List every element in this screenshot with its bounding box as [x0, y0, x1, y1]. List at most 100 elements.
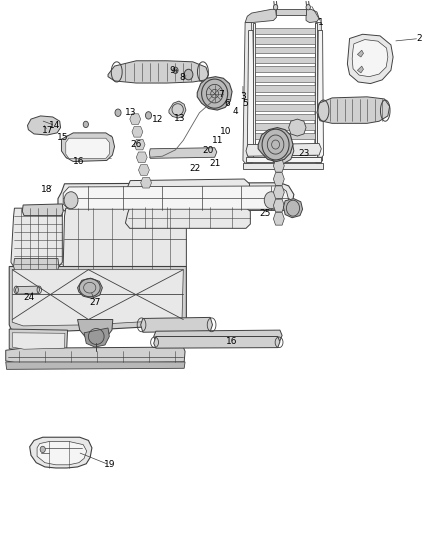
Polygon shape	[154, 330, 282, 342]
Text: 3: 3	[240, 92, 246, 101]
Text: 25: 25	[259, 209, 270, 218]
Text: 9: 9	[170, 66, 175, 75]
Polygon shape	[12, 270, 184, 326]
Polygon shape	[246, 157, 321, 162]
Polygon shape	[318, 30, 323, 157]
Text: 14: 14	[49, 121, 60, 130]
Polygon shape	[254, 28, 315, 34]
Polygon shape	[254, 133, 315, 139]
Polygon shape	[108, 61, 208, 83]
Text: 16: 16	[226, 337, 238, 346]
Text: 10: 10	[220, 127, 231, 136]
Circle shape	[184, 69, 193, 80]
Polygon shape	[22, 204, 63, 216]
Polygon shape	[254, 123, 315, 130]
Polygon shape	[347, 34, 393, 84]
Polygon shape	[268, 135, 294, 164]
Polygon shape	[78, 319, 113, 341]
Text: 18: 18	[41, 184, 53, 193]
Polygon shape	[134, 139, 145, 150]
Polygon shape	[37, 441, 87, 465]
Text: 26: 26	[131, 140, 142, 149]
Polygon shape	[273, 159, 284, 172]
Circle shape	[115, 109, 121, 116]
Polygon shape	[253, 22, 317, 157]
Polygon shape	[154, 336, 280, 348]
Circle shape	[40, 446, 46, 453]
Text: 20: 20	[202, 147, 214, 156]
Text: 6: 6	[224, 99, 230, 108]
Polygon shape	[276, 10, 306, 14]
Text: 8: 8	[179, 73, 185, 82]
Polygon shape	[12, 333, 65, 349]
Circle shape	[273, 5, 278, 10]
Polygon shape	[61, 133, 115, 161]
Text: 27: 27	[90, 298, 101, 307]
Text: 2: 2	[417, 34, 422, 43]
Polygon shape	[306, 10, 319, 22]
Circle shape	[306, 5, 311, 10]
Polygon shape	[289, 119, 306, 136]
Text: 11: 11	[212, 136, 224, 146]
Polygon shape	[273, 173, 284, 185]
Polygon shape	[254, 85, 315, 92]
Text: 17: 17	[42, 126, 54, 135]
Polygon shape	[6, 347, 185, 364]
Polygon shape	[66, 138, 110, 158]
Text: 19: 19	[103, 461, 115, 469]
Polygon shape	[58, 183, 294, 211]
Polygon shape	[357, 50, 364, 57]
Text: 1: 1	[318, 18, 324, 27]
Text: 13: 13	[174, 114, 186, 123]
Polygon shape	[254, 66, 315, 72]
Polygon shape	[141, 317, 212, 332]
Polygon shape	[357, 66, 364, 73]
Text: 7: 7	[218, 90, 224, 99]
Polygon shape	[136, 152, 147, 163]
Polygon shape	[130, 114, 141, 124]
Polygon shape	[9, 266, 186, 333]
Polygon shape	[169, 101, 186, 118]
Polygon shape	[273, 186, 284, 199]
Polygon shape	[254, 95, 315, 101]
Polygon shape	[125, 179, 250, 198]
Polygon shape	[6, 362, 185, 369]
Polygon shape	[283, 199, 303, 217]
Polygon shape	[254, 76, 315, 82]
Polygon shape	[30, 437, 92, 468]
Polygon shape	[317, 97, 390, 123]
Polygon shape	[254, 104, 315, 111]
Polygon shape	[15, 286, 40, 294]
Polygon shape	[141, 177, 152, 188]
Polygon shape	[352, 39, 388, 77]
Polygon shape	[254, 37, 315, 44]
Polygon shape	[315, 22, 322, 163]
Polygon shape	[254, 56, 315, 63]
Polygon shape	[125, 207, 251, 228]
Circle shape	[264, 192, 278, 209]
Polygon shape	[258, 127, 293, 161]
Polygon shape	[247, 30, 254, 157]
Text: 15: 15	[57, 133, 68, 142]
Text: 12: 12	[152, 115, 163, 124]
Polygon shape	[28, 116, 60, 135]
Text: 22: 22	[189, 164, 200, 173]
Polygon shape	[197, 77, 232, 110]
Polygon shape	[149, 148, 217, 158]
Polygon shape	[63, 186, 289, 209]
Polygon shape	[11, 208, 62, 266]
Text: 24: 24	[24, 293, 35, 302]
Polygon shape	[138, 165, 149, 175]
Text: 16: 16	[73, 157, 85, 166]
Polygon shape	[243, 163, 322, 169]
Polygon shape	[9, 329, 67, 351]
Text: 21: 21	[209, 159, 220, 168]
Polygon shape	[132, 126, 143, 137]
Polygon shape	[246, 143, 321, 156]
Polygon shape	[14, 259, 59, 272]
Polygon shape	[245, 10, 276, 22]
Circle shape	[145, 112, 152, 119]
Circle shape	[173, 67, 178, 74]
Text: 13: 13	[125, 108, 136, 117]
Polygon shape	[63, 208, 186, 270]
